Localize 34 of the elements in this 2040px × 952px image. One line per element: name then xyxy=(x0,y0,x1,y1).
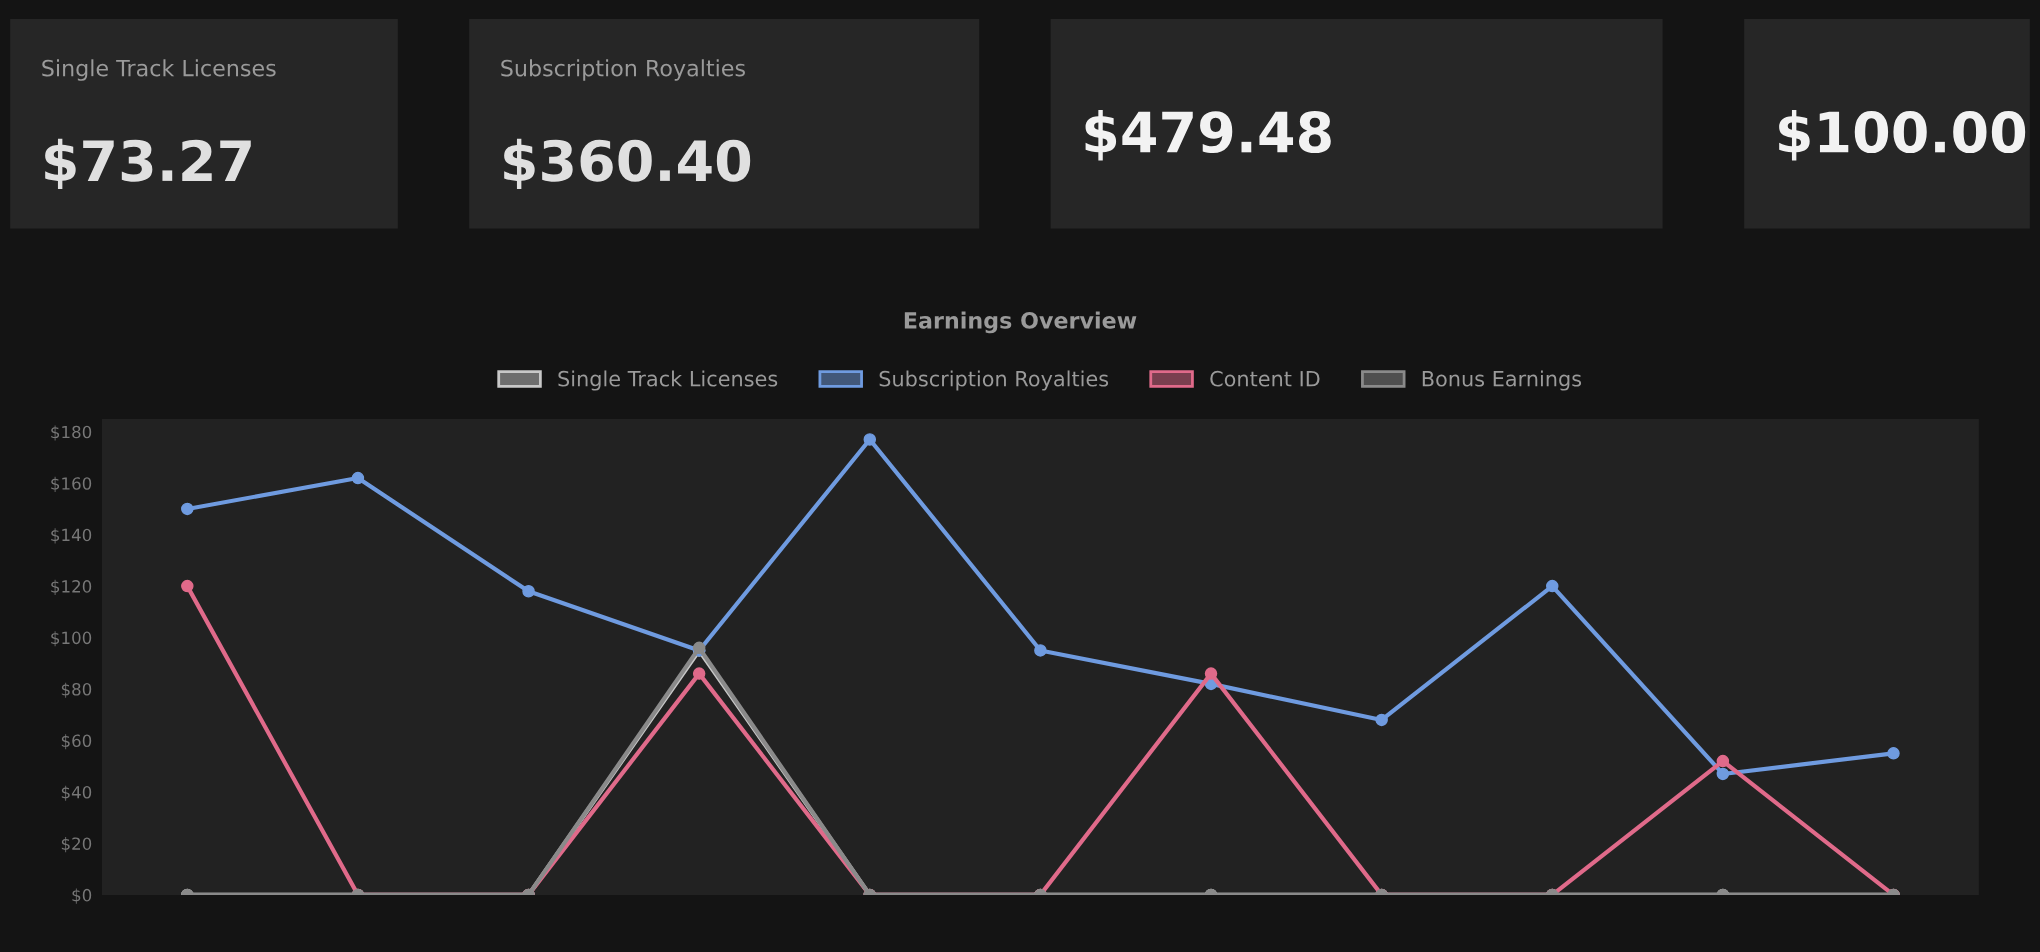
point xyxy=(863,433,877,446)
text: $479.48 xyxy=(1085,110,1331,161)
point xyxy=(1034,644,1047,657)
point xyxy=(1716,754,1730,768)
y-tick-label: $120 xyxy=(51,579,92,595)
point xyxy=(351,471,365,485)
point xyxy=(522,585,535,598)
point xyxy=(1716,767,1730,781)
y-tick-label: $160 xyxy=(51,476,92,492)
point xyxy=(1887,747,1900,760)
text: $73.27 xyxy=(45,138,251,190)
point xyxy=(1375,713,1388,727)
point xyxy=(1545,579,1559,593)
text: $360.40 xyxy=(504,138,751,190)
text: $100.00 xyxy=(1779,110,2026,161)
y-tick-label: $80 xyxy=(61,682,92,698)
y-tick-label: $40 xyxy=(61,785,92,801)
chart-title: Earnings Overview xyxy=(904,311,1137,334)
point xyxy=(1204,667,1218,680)
point xyxy=(692,667,706,680)
legend-label: Subscription Royalties xyxy=(879,370,1109,391)
y-tick-label: $140 xyxy=(51,528,92,544)
y-tick-label: $0 xyxy=(72,888,92,904)
legend-label: Bonus Earnings xyxy=(1422,370,1582,391)
point xyxy=(181,579,194,593)
text: Single Track Licenses xyxy=(42,59,276,81)
y-tick-label: $60 xyxy=(61,734,92,750)
text: Subscription Royalties xyxy=(501,59,745,81)
legend-label: Content ID xyxy=(1210,370,1320,387)
legend-label: Single Track Licenses xyxy=(558,370,778,391)
y-tick-label: $20 xyxy=(61,837,92,853)
y-tick-label: $100 xyxy=(51,631,92,647)
y-tick-label: $180 xyxy=(51,425,92,441)
point xyxy=(181,502,194,516)
